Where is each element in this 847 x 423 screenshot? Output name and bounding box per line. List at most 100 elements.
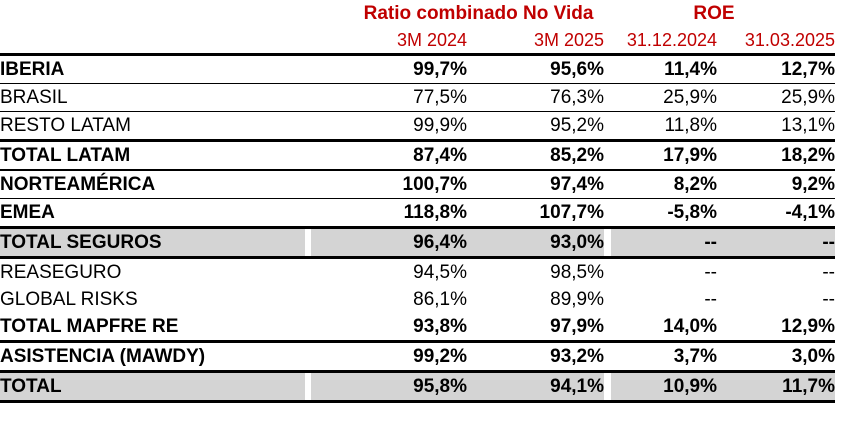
header-empty-cell <box>0 0 305 27</box>
cell-roe-2025: 13,1% <box>717 111 835 142</box>
row-label: NORTEAMÉRICA <box>0 170 305 199</box>
cell-roe-2024: 11,8% <box>611 111 717 142</box>
row-label: TOTAL LATAM <box>0 140 305 171</box>
header-combined-ratio: Ratio combinado No Vida <box>363 3 594 24</box>
cell-ratio-3m2025: 93,2% <box>467 341 604 373</box>
header-group-row: Ratio combinado No Vida ROE <box>0 0 835 27</box>
cell-roe-2025: 9,2% <box>717 170 835 199</box>
cell-roe-2024: 3,7% <box>611 341 717 373</box>
row-asistencia-mawdy: ASISTENCIA (MAWDY) 99,2% 93,2% 3,7% 3,0% <box>0 341 835 373</box>
row-iberia: IBERIA 99,7% 95,6% 11,4% 12,7% <box>0 54 835 84</box>
cell-ratio-3m2024: 100,7% <box>311 170 467 199</box>
cell-ratio-3m2025: 97,9% <box>467 313 604 343</box>
cell-roe-2024: -- <box>704 262 717 283</box>
cell-ratio-3m2024: 87,4% <box>311 140 467 171</box>
cell-roe-2025: -- <box>717 227 835 259</box>
header-3m-2025: 3M 2025 <box>533 30 604 50</box>
column-gap <box>604 0 611 27</box>
cell-roe-2024: 8,2% <box>611 170 717 199</box>
cell-ratio-3m2024: 93,8% <box>311 313 467 343</box>
cell-ratio-3m2025: 98,5% <box>550 262 604 283</box>
cell-ratio-3m2024: 86,1% <box>413 289 467 310</box>
row-label: TOTAL SEGUROS <box>0 227 305 259</box>
cell-ratio-3m2025: 93,0% <box>467 227 604 259</box>
cell-roe-2024: 11,4% <box>611 54 717 84</box>
row-label: EMEA <box>0 198 305 229</box>
column-gap <box>305 313 311 343</box>
cell-ratio-3m2024: 99,2% <box>311 341 467 373</box>
cell-roe-2024: -5,8% <box>611 198 717 229</box>
cell-roe-2025: 11,7% <box>717 371 835 403</box>
cell-ratio-3m2024: 99,9% <box>311 111 467 142</box>
row-label: ASISTENCIA (MAWDY) <box>0 341 305 373</box>
cell-ratio-3m2025: 76,3% <box>467 83 604 112</box>
cell-roe-2025: 12,7% <box>717 54 835 84</box>
column-gap <box>305 83 311 112</box>
header-31-03-2025: 31.03.2025 <box>744 30 835 50</box>
cell-roe-2025: 3,0% <box>717 341 835 373</box>
column-gap <box>604 286 611 313</box>
column-gap <box>604 140 611 171</box>
cell-roe-2025: -- <box>822 289 835 310</box>
column-gap <box>604 27 611 53</box>
column-gap <box>305 111 311 142</box>
row-total: TOTAL 95,8% 94,1% 10,9% 11,7% <box>0 371 835 403</box>
cell-roe-2024: 17,9% <box>611 140 717 171</box>
header-empty-cell <box>0 27 305 53</box>
row-reaseguro: REASEGURO 94,5% 98,5% -- -- <box>0 257 835 286</box>
row-global-risks: GLOBAL RISKS 86,1% 89,9% -- -- <box>0 286 835 313</box>
cell-roe-2025: 12,9% <box>717 313 835 343</box>
combined-ratio-roe-table: Ratio combinado No Vida ROE 3M 2024 3M 2… <box>0 0 835 403</box>
column-gap <box>305 0 311 27</box>
column-gap <box>604 83 611 112</box>
column-gap <box>604 227 611 259</box>
header-31-12-2024: 31.12.2024 <box>626 30 717 50</box>
cell-ratio-3m2024: 77,5% <box>311 83 467 112</box>
row-total-mapfre-re: TOTAL MAPFRE RE 93,8% 97,9% 14,0% 12,9% <box>0 313 835 343</box>
column-gap <box>604 257 611 286</box>
column-gap <box>604 170 611 199</box>
header-divider <box>0 52 835 56</box>
cell-roe-2024: 10,9% <box>611 371 717 403</box>
cell-ratio-3m2025: 95,2% <box>467 111 604 142</box>
header-3m-2024: 3M 2024 <box>396 30 467 50</box>
header-period-row: 3M 2024 3M 2025 31.12.2024 31.03.2025 <box>0 27 835 53</box>
column-gap <box>305 341 311 373</box>
column-gap <box>305 27 311 53</box>
cell-ratio-3m2024: 99,7% <box>311 54 467 84</box>
row-label: GLOBAL RISKS <box>0 289 138 310</box>
cell-roe-2024: 25,9% <box>611 83 717 112</box>
row-label: RESTO LATAM <box>0 111 305 142</box>
column-gap <box>604 313 611 343</box>
row-total-seguros: TOTAL SEGUROS 96,4% 93,0% -- -- <box>0 227 835 259</box>
row-emea: EMEA 118,8% 107,7% -5,8% -4,1% <box>0 198 835 229</box>
cell-roe-2024: -- <box>704 289 717 310</box>
row-resto-latam: RESTO LATAM 99,9% 95,2% 11,8% 13,1% <box>0 111 835 142</box>
row-label: TOTAL MAPFRE RE <box>0 313 305 343</box>
column-gap <box>305 227 311 259</box>
column-gap <box>604 111 611 142</box>
row-label: IBERIA <box>0 54 305 84</box>
cell-roe-2025: 18,2% <box>717 140 835 171</box>
column-gap <box>604 198 611 229</box>
column-gap <box>305 170 311 199</box>
cell-ratio-3m2024: 118,8% <box>311 198 467 229</box>
column-gap <box>305 257 311 286</box>
header-roe: ROE <box>693 3 735 24</box>
column-gap <box>604 371 611 403</box>
column-gap <box>305 371 311 403</box>
cell-roe-2025: -4,1% <box>717 198 835 229</box>
cell-ratio-3m2025: 107,7% <box>467 198 604 229</box>
row-label: TOTAL <box>0 371 305 403</box>
column-gap <box>604 341 611 373</box>
row-label: REASEGURO <box>0 262 122 283</box>
row-norteamerica: NORTEAMÉRICA 100,7% 97,4% 8,2% 9,2% <box>0 170 835 199</box>
row-total-latam: TOTAL LATAM 87,4% 85,2% 17,9% 18,2% <box>0 140 835 171</box>
cell-ratio-3m2025: 95,6% <box>467 54 604 84</box>
row-label: BRASIL <box>0 83 305 112</box>
cell-ratio-3m2024: 95,8% <box>311 371 467 403</box>
cell-roe-2024: 14,0% <box>611 313 717 343</box>
cell-ratio-3m2025: 94,1% <box>467 371 604 403</box>
cell-ratio-3m2024: 94,5% <box>413 262 467 283</box>
